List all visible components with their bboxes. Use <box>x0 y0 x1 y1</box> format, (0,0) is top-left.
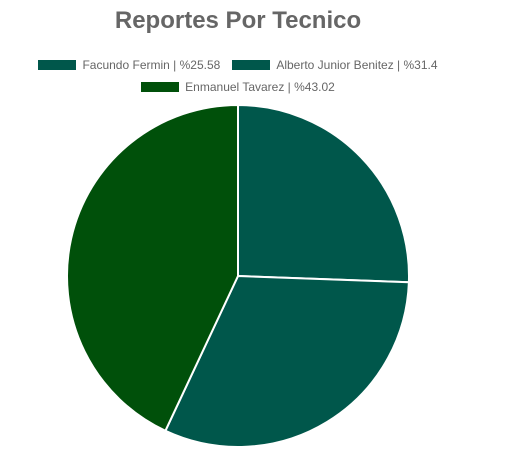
legend-row-1: Facundo Fermin | %25.58 Alberto Junior B… <box>0 58 476 72</box>
legend-label: Enmanuel Tavarez | %43.02 <box>185 80 335 94</box>
legend-item-enmanuel-tavarez[interactable]: Enmanuel Tavarez | %43.02 <box>141 80 335 94</box>
legend-label: Alberto Junior Benitez | %31.4 <box>276 58 438 72</box>
legend-item-facundo-fermin[interactable]: Facundo Fermin | %25.58 <box>38 58 220 72</box>
legend-label: Facundo Fermin | %25.58 <box>82 58 221 72</box>
legend-swatch <box>141 82 180 92</box>
chart-title: Reportes Por Tecnico <box>114 7 362 34</box>
legend-swatch <box>38 60 77 70</box>
legend-swatch <box>232 60 271 70</box>
pie-slice-1[interactable] <box>164 274 410 448</box>
legend-row-2: Enmanuel Tavarez | %43.02 <box>0 80 476 94</box>
legend-item-alberto-junior-benitez[interactable]: Alberto Junior Benitez | %31.4 <box>232 58 438 72</box>
pie-slice-2[interactable] <box>65 103 239 433</box>
pie-slice-0[interactable] <box>237 103 410 284</box>
